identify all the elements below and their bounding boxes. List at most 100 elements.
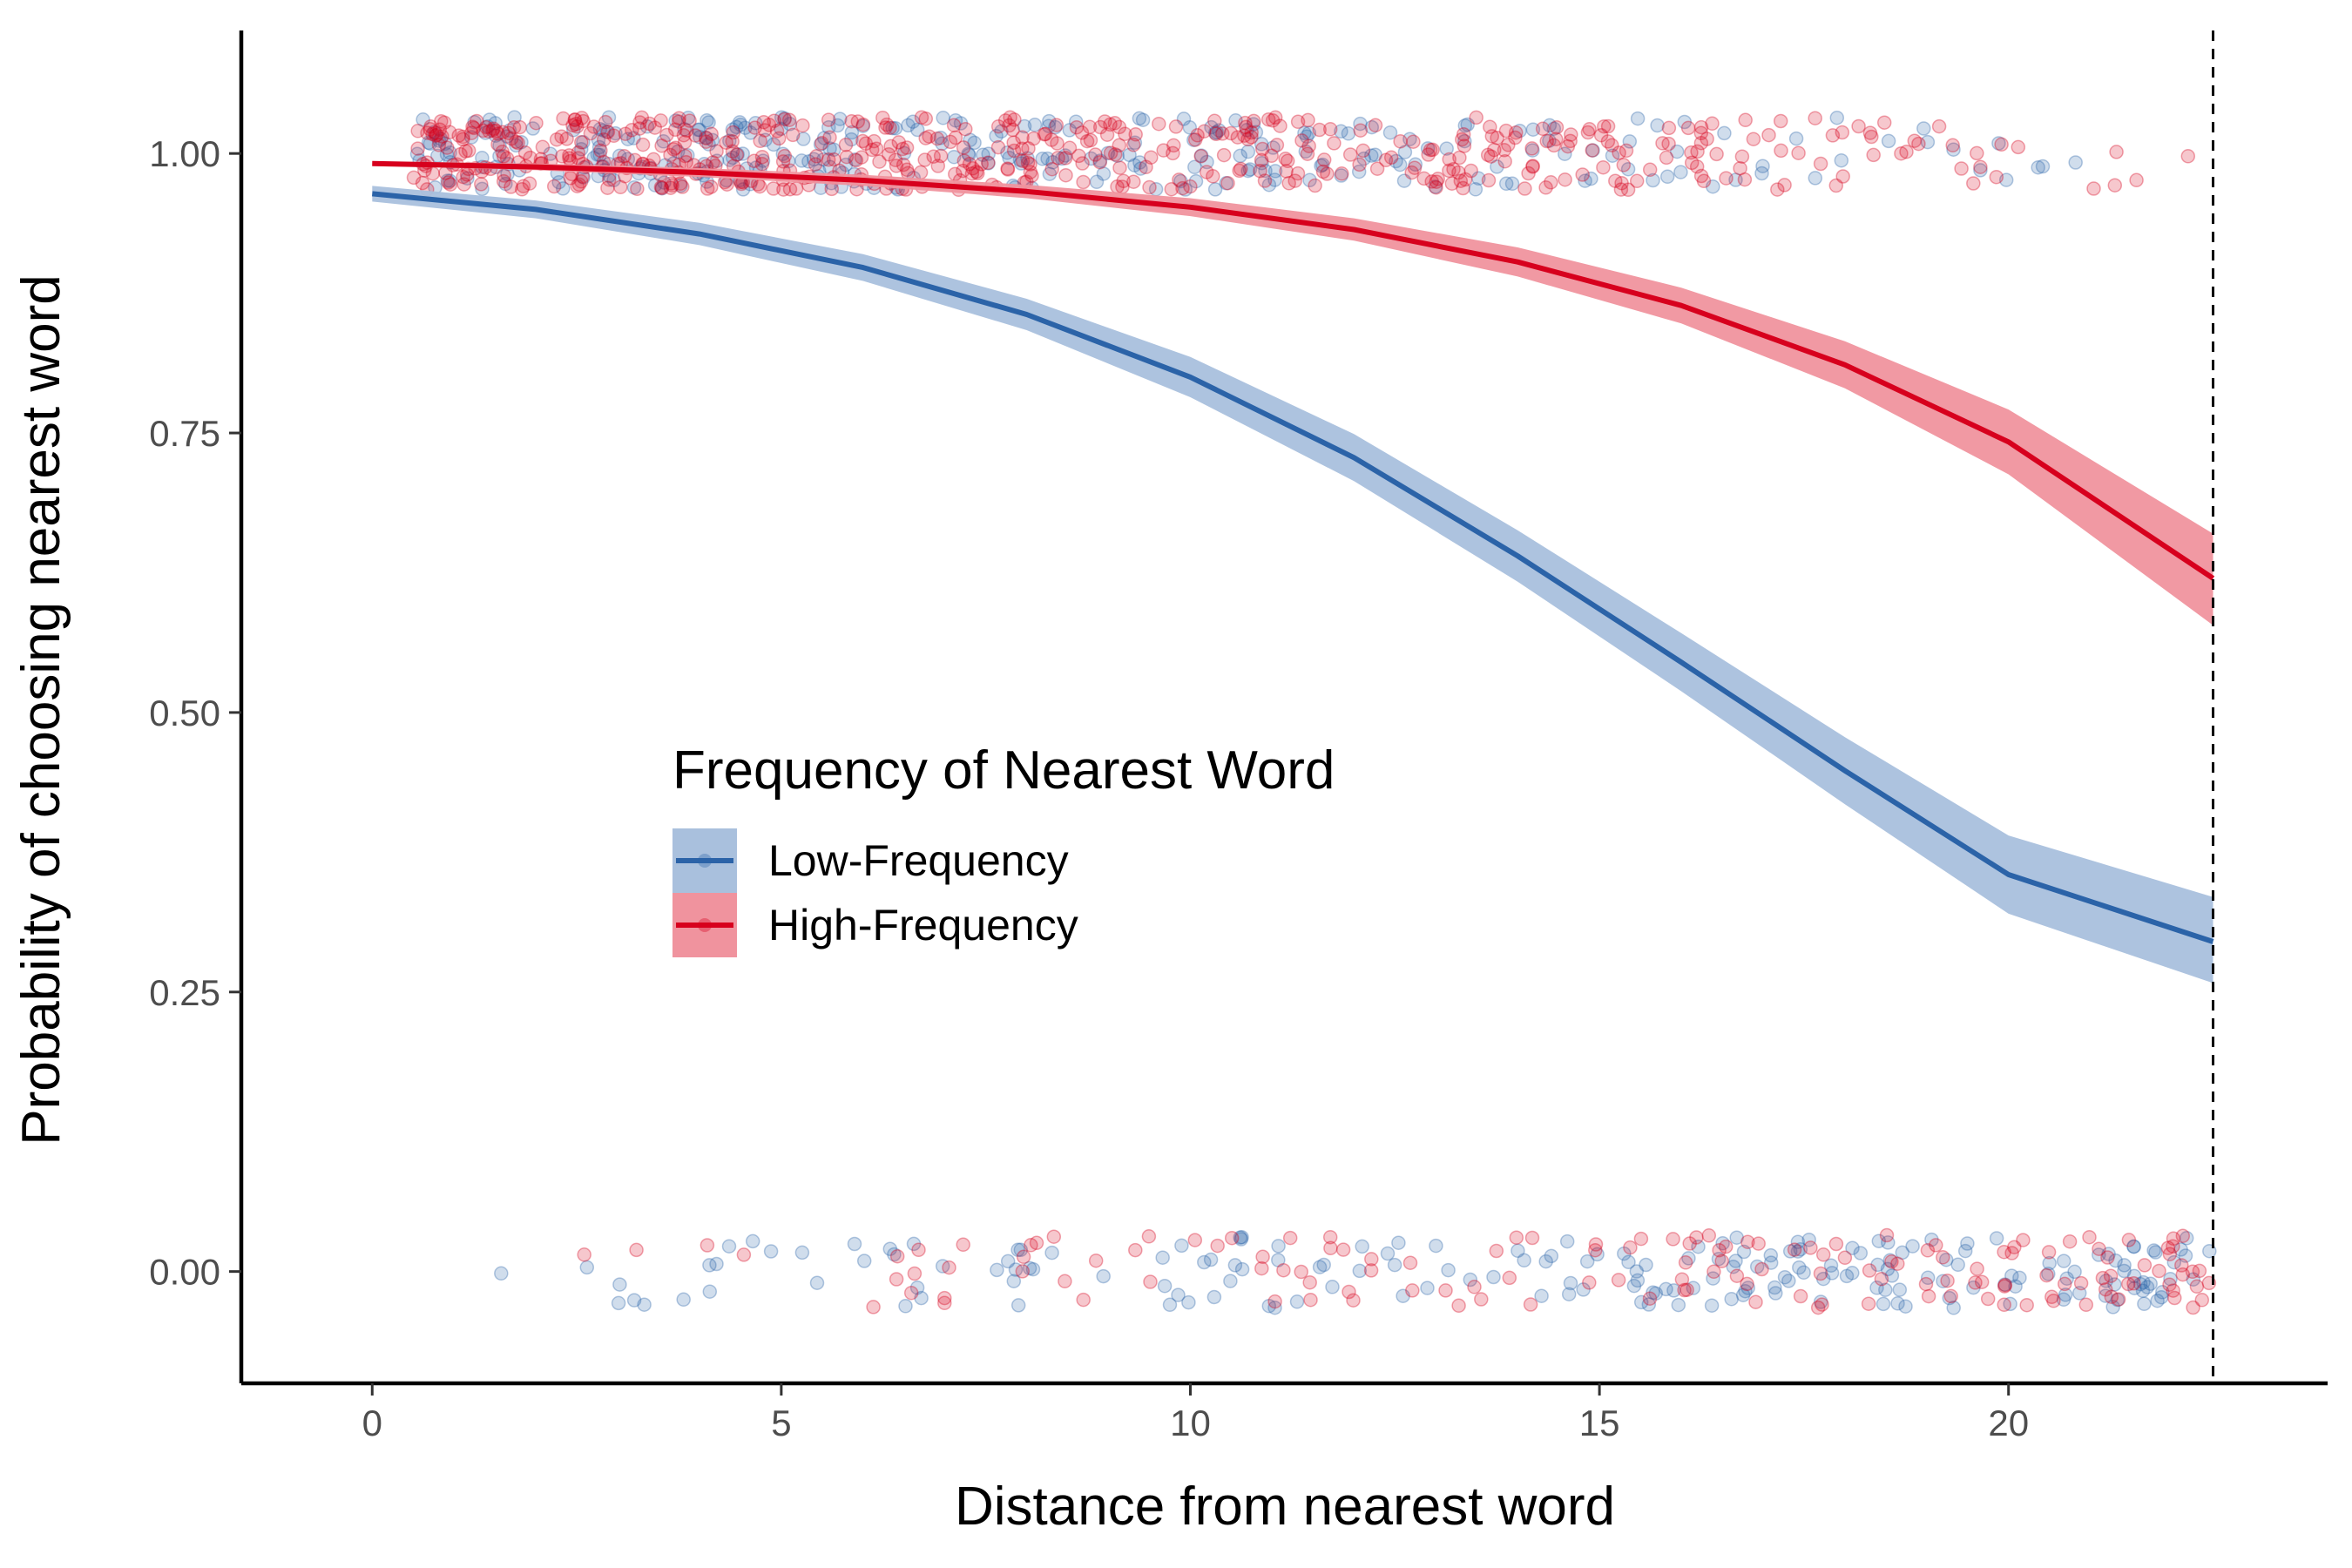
point-low-frequency-chosen — [816, 131, 832, 145]
point-low-frequency-not-chosen — [2139, 1280, 2155, 1294]
point-high-frequency-chosen — [490, 137, 505, 152]
point-high-frequency-chosen — [517, 145, 533, 160]
point-low-frequency-chosen — [1261, 177, 1277, 193]
point-high-frequency-chosen — [1484, 129, 1500, 144]
point-low-frequency-chosen — [656, 134, 671, 149]
point-high-frequency-chosen — [1480, 147, 1496, 163]
point-high-frequency-not-chosen — [1611, 1273, 1626, 1288]
point-low-frequency-chosen — [833, 112, 848, 126]
point-low-frequency-not-chosen — [1966, 1280, 1981, 1295]
point-low-frequency-not-chosen — [637, 1297, 652, 1312]
legend-label-low-frequency: Low-Frequency — [768, 836, 1069, 885]
point-high-frequency-chosen — [1281, 176, 1296, 191]
point-low-frequency-not-chosen — [1869, 1281, 1884, 1295]
point-low-frequency-not-chosen — [1763, 1255, 1779, 1270]
point-low-frequency-chosen — [1058, 148, 1073, 163]
point-high-frequency-not-chosen — [1879, 1227, 1895, 1243]
point-low-frequency-chosen — [1755, 159, 1770, 173]
point-low-frequency-not-chosen — [1325, 1280, 1340, 1294]
point-high-frequency-chosen — [1301, 112, 1315, 128]
point-high-frequency-chosen — [1424, 174, 1439, 189]
point-high-frequency-chosen — [725, 144, 740, 159]
point-high-frequency-not-chosen — [2194, 1293, 2210, 1308]
point-high-frequency-not-chosen — [1489, 1243, 1504, 1259]
point-high-frequency-chosen — [848, 152, 864, 168]
point-high-frequency-chosen — [1083, 132, 1098, 148]
point-high-frequency-not-chosen — [1588, 1237, 1604, 1252]
point-low-frequency-chosen — [692, 122, 707, 138]
point-low-frequency-chosen — [460, 171, 475, 186]
point-low-frequency-chosen — [1546, 121, 1562, 136]
point-high-frequency-not-chosen — [2160, 1240, 2176, 1255]
point-high-frequency-chosen — [981, 155, 996, 171]
point-high-frequency-chosen — [946, 118, 962, 132]
point-high-frequency-chosen — [613, 179, 628, 195]
point-high-frequency-chosen — [855, 133, 870, 149]
point-low-frequency-chosen — [566, 122, 581, 138]
point-low-frequency-chosen — [725, 150, 740, 166]
point-low-frequency-chosen — [1471, 171, 1486, 186]
point-high-frequency-chosen — [1164, 181, 1179, 197]
point-high-frequency-chosen — [415, 175, 430, 191]
point-high-frequency-chosen — [665, 178, 679, 193]
point-high-frequency-not-chosen — [1997, 1277, 2013, 1293]
point-high-frequency-not-chosen — [2137, 1258, 2153, 1273]
point-high-frequency-chosen — [583, 125, 598, 141]
point-high-frequency-chosen — [1238, 115, 1253, 131]
point-high-frequency-chosen — [1320, 166, 1335, 181]
point-high-frequency-chosen — [1264, 148, 1279, 164]
point-low-frequency-chosen — [816, 152, 831, 167]
point-high-frequency-not-chosen — [1884, 1254, 1899, 1269]
y-tick-label: 0.75 — [149, 413, 220, 454]
point-low-frequency-not-chosen — [1006, 1274, 1022, 1288]
point-high-frequency-chosen — [1044, 132, 1059, 147]
point-high-frequency-chosen — [1115, 179, 1130, 194]
point-low-frequency-chosen — [701, 137, 716, 152]
point-high-frequency-chosen — [1220, 175, 1235, 191]
point-high-frequency-chosen — [663, 147, 678, 163]
point-high-frequency-not-chosen — [1974, 1274, 1990, 1289]
point-high-frequency-chosen — [653, 179, 669, 195]
point-low-frequency-not-chosen — [887, 1247, 902, 1262]
point-high-frequency-not-chosen — [1143, 1274, 1158, 1289]
point-low-frequency-not-chosen — [1749, 1259, 1765, 1274]
point-low-frequency-not-chosen — [1579, 1254, 1595, 1269]
point-high-frequency-chosen — [965, 160, 980, 176]
point-low-frequency-chosen — [1946, 142, 1961, 157]
point-high-frequency-chosen — [1684, 145, 1699, 160]
point-high-frequency-chosen — [878, 120, 893, 135]
point-high-frequency-chosen — [1269, 138, 1285, 152]
point-high-frequency-chosen — [855, 117, 871, 132]
point-high-frequency-chosen — [423, 118, 438, 134]
point-high-frequency-chosen — [929, 131, 945, 146]
point-low-frequency-not-chosen — [1387, 1257, 1402, 1273]
point-high-frequency-chosen — [598, 114, 613, 130]
point-high-frequency-chosen — [867, 133, 882, 149]
point-high-frequency-not-chosen — [1210, 1238, 1225, 1254]
point-high-frequency-chosen — [506, 119, 522, 135]
point-high-frequency-chosen — [1322, 122, 1338, 137]
point-high-frequency-not-chosen — [2104, 1289, 2119, 1304]
point-high-frequency-chosen — [1166, 145, 1180, 161]
point-low-frequency-not-chosen — [1881, 1235, 1896, 1250]
point-high-frequency-chosen — [1497, 153, 1512, 169]
point-low-frequency-chosen — [935, 136, 950, 152]
point-high-frequency-chosen — [1076, 174, 1091, 190]
point-high-frequency-chosen — [571, 145, 586, 160]
point-low-frequency-not-chosen — [1813, 1294, 1828, 1309]
point-high-frequency-not-chosen — [1467, 1280, 1482, 1294]
point-low-frequency-not-chosen — [935, 1259, 950, 1274]
point-low-frequency-chosen — [437, 136, 453, 152]
point-low-frequency-not-chosen — [2117, 1258, 2132, 1273]
point-high-frequency-not-chosen — [1451, 1298, 1466, 1314]
point-high-frequency-chosen — [1851, 118, 1866, 134]
point-low-frequency-not-chosen — [1729, 1230, 1744, 1245]
point-low-frequency-chosen — [1315, 157, 1330, 172]
point-high-frequency-chosen — [1092, 119, 1108, 135]
point-high-frequency-chosen — [1416, 171, 1431, 186]
point-high-frequency-chosen — [1312, 122, 1327, 138]
point-high-frequency-chosen — [1015, 153, 1031, 168]
point-high-frequency-chosen — [1044, 161, 1059, 177]
point-low-frequency-not-chosen — [882, 1241, 898, 1256]
point-low-frequency-chosen — [1916, 121, 1931, 136]
